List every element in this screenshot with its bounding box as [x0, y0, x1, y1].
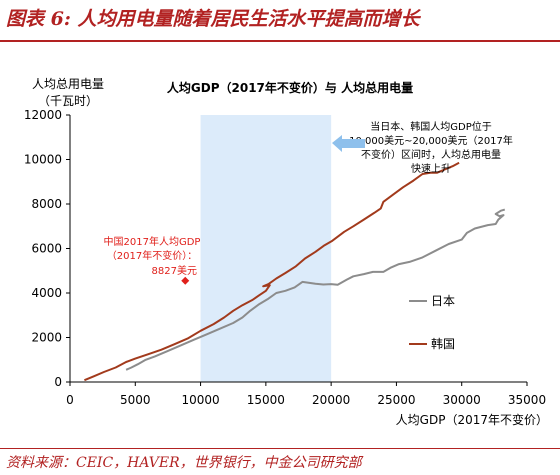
range-note-line: 不变价）区间时，人均总用电量 — [361, 148, 501, 161]
x-tick-label: 35000 — [508, 393, 546, 407]
y-tick-label: 8000 — [31, 197, 62, 211]
series-line-japan — [125, 208, 506, 371]
source-note: 资料来源：CEIC，HAVER，世界银行，中金公司研究部 — [6, 455, 362, 471]
title-rule — [0, 40, 560, 42]
china-note-line: 8827美元 — [152, 264, 197, 277]
y-tick-label: 4000 — [31, 286, 62, 300]
y-tick-label: 2000 — [31, 331, 62, 345]
chart-title: 人均GDP（2017年不变价）与 人均总用电量 — [167, 80, 413, 95]
y-tick-label: 6000 — [31, 242, 62, 256]
series-line-korea — [84, 161, 460, 382]
x-tick-label: 5000 — [120, 393, 151, 407]
y-tick-label: 10000 — [24, 153, 62, 167]
x-tick-label: 20000 — [312, 393, 350, 407]
x-tick-label: 25000 — [377, 393, 415, 407]
footer-rule — [0, 448, 560, 449]
chart: 0 2000 4000 6000 8000 10000 12000 0 5000 10000 150… — [24, 77, 548, 427]
x-tick-label: 30000 — [443, 393, 481, 407]
y-axis-label-line2: （千瓦时） — [38, 94, 98, 108]
x-tick-label: 0 — [66, 393, 74, 407]
x-axis-label: 人均GDP（2017年不变价） — [396, 412, 548, 427]
range-note-line: 快速上升 — [411, 163, 451, 175]
y-tick-label: 0 — [54, 375, 62, 389]
range-note-line: 10,000美元~20,000美元（2017年 — [349, 134, 513, 147]
y-axis-label-line1: 人均总用电量 — [32, 77, 104, 91]
legend-label-japan: 日本 — [431, 294, 455, 308]
china-note-line: （2017年不变价）： — [107, 249, 197, 262]
legend-label-korea: 韩国 — [431, 336, 455, 351]
china-point-marker — [181, 276, 190, 285]
china-note-line: 中国2017年人均GDP — [104, 235, 201, 248]
range-note-line: 当日本、韩国人均GDP位于 — [370, 120, 491, 133]
figure-title: 图表 6: 人均用电量随着居民生活水平提高而增长 — [6, 8, 420, 30]
x-tick-label: 15000 — [247, 393, 285, 407]
range-arrow-icon — [332, 135, 365, 152]
x-tick-label: 10000 — [181, 393, 219, 407]
highlight-band — [200, 115, 332, 382]
y-tick-label: 12000 — [24, 108, 62, 122]
